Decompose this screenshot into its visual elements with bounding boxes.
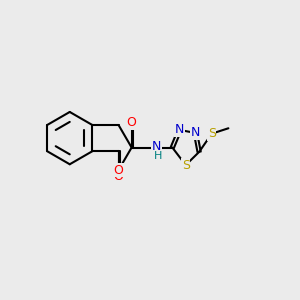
Text: H: H [154, 151, 162, 161]
Text: N: N [152, 140, 161, 152]
Text: N: N [191, 126, 200, 140]
Text: S: S [182, 159, 190, 172]
Text: S: S [208, 127, 216, 140]
Text: O: O [114, 169, 124, 182]
Text: O: O [127, 116, 136, 129]
Text: O: O [114, 164, 124, 176]
Text: N: N [175, 124, 184, 136]
